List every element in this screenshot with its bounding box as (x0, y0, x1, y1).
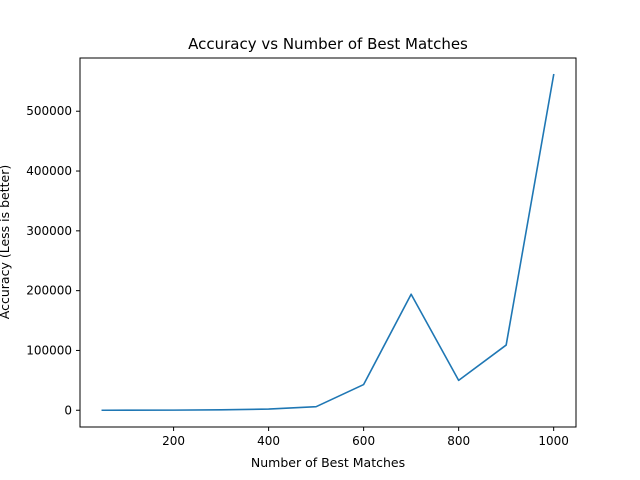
y-tick-label: 300000 (26, 224, 72, 238)
x-tick-label: 400 (257, 434, 280, 448)
x-tick-label: 600 (352, 434, 375, 448)
x-axis-ticks: 200 400 600 800 1000 (162, 427, 569, 448)
y-tick-label: 0 (64, 403, 72, 417)
y-tick-label: 100000 (26, 343, 72, 357)
x-tick-label: 800 (447, 434, 470, 448)
y-tick-label: 500000 (26, 104, 72, 118)
x-axis-label: Number of Best Matches (251, 455, 405, 470)
series-line (101, 73, 555, 412)
chart-title: Accuracy vs Number of Best Matches (188, 35, 468, 53)
y-tick-label: 400000 (26, 164, 72, 178)
series-layer (101, 73, 555, 412)
y-axis-ticks: 0 100000 200000 300000 400000 500000 (26, 104, 80, 417)
y-axis-label: Accuracy (Less is better) (0, 165, 12, 319)
y-tick-label: 200000 (26, 284, 72, 298)
x-tick-label: 1000 (538, 434, 569, 448)
plot-area-frame (79, 57, 577, 428)
x-tick-label: 200 (162, 434, 185, 448)
